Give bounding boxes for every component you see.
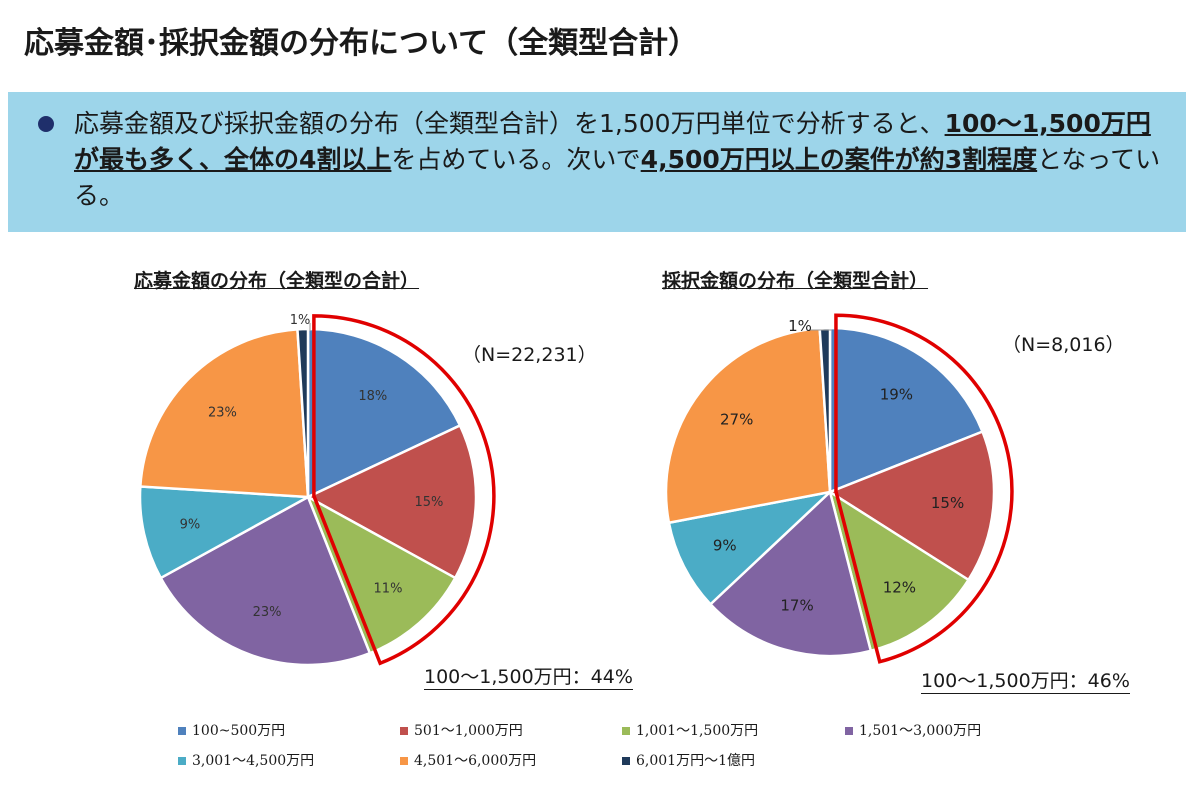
legend-item: 501～1,000万円 — [400, 720, 523, 740]
legend-item: 100~500万円 — [178, 720, 285, 740]
slice-label: 15% — [931, 494, 964, 512]
chart-title-applications: 応募金額の分布（全類型の合計） — [134, 270, 420, 292]
bullet-icon — [38, 116, 54, 132]
highlight-annotation-adoptions: 100～1,500万円：46% — [921, 666, 1130, 694]
pie-slice — [306, 327, 462, 499]
chart-title-adoptions: 採択金額の分布（全類型合計） — [662, 270, 929, 292]
legend-item: 3,001～4,500万円 — [178, 750, 314, 770]
n-label-adoptions: （N=8,016） — [1002, 334, 1125, 356]
legend-item: 1,001～1,500万円 — [622, 720, 758, 740]
summary-highlight: 100～1,500万円が最も多く、全体の4割以上 — [74, 109, 1151, 174]
slice-label: 18% — [358, 389, 387, 404]
summary-part: となっている。 — [74, 145, 1161, 210]
summary-box: 応募金額及び採択金額の分布（全類型合計）を1,500万円単位で分析すると、100… — [8, 92, 1186, 232]
legend-swatch — [622, 727, 630, 735]
slice-label: 19% — [880, 385, 913, 403]
slice-label: 15% — [414, 495, 443, 510]
page-title: 応募金額･採択金額の分布について（全類型合計） — [24, 26, 699, 61]
slice-label: 9% — [713, 537, 737, 555]
legend-item: 4,501～6,000万円 — [400, 750, 536, 770]
pie-slice — [138, 485, 313, 580]
slice-label: 23% — [208, 405, 237, 420]
pie-slice — [818, 326, 832, 493]
slice-label: 9% — [180, 517, 201, 532]
highlight-outline — [834, 313, 1014, 664]
slice-label: 11% — [374, 582, 403, 597]
legend-swatch — [400, 757, 408, 765]
pie-slice — [667, 489, 834, 607]
summary-text: 応募金額及び採択金額の分布（全類型合計）を1,500万円単位で分析すると、100… — [74, 106, 1164, 214]
legend-label: 501～1,000万円 — [414, 723, 523, 739]
legend-label: 6,001万円～1億円 — [636, 753, 755, 769]
pie-slice — [305, 423, 478, 580]
slice-label: 1% — [290, 313, 311, 328]
highlight-annotation-applications: 100～1,500万円：44% — [424, 662, 633, 690]
slice-label: 23% — [253, 605, 282, 620]
legend-item: 1,501～3,000万円 — [845, 720, 981, 740]
summary-part: を占めている。次いで — [391, 145, 641, 174]
legend-swatch — [622, 757, 630, 765]
pie-slice — [296, 327, 310, 498]
slice-label: 17% — [780, 596, 813, 614]
slice-label: 27% — [720, 411, 753, 429]
pie-slice — [664, 326, 832, 525]
pie-slice — [827, 430, 996, 582]
pie-slice — [708, 489, 873, 658]
legend-label: 1,501～3,000万円 — [859, 723, 982, 739]
legend-label: 100~500万円 — [192, 723, 286, 739]
legend-swatch — [178, 727, 186, 735]
slice-label: 1% — [788, 317, 812, 335]
pie-slice — [828, 326, 985, 494]
legend-label: 1,001～1,500万円 — [636, 723, 759, 739]
n-label-applications: （N=22,231） — [462, 344, 597, 366]
legend-swatch — [400, 727, 408, 735]
pie-slice — [159, 495, 372, 667]
pie-slice — [139, 328, 310, 499]
legend-item: 6,001万円～1億円 — [622, 750, 755, 770]
legend-swatch — [178, 757, 186, 765]
summary-part: 応募金額及び採択金額の分布（全類型合計）を1,500万円単位で分析すると、 — [74, 109, 945, 138]
legend-label: 3,001～4,500万円 — [192, 753, 315, 769]
legend-label: 4,501～6,000万円 — [414, 753, 537, 769]
highlight-outline — [312, 314, 496, 666]
legend-swatch — [845, 727, 853, 735]
slice-label: 12% — [883, 579, 916, 597]
summary-highlight: 4,500万円以上の案件が約3割程度 — [640, 145, 1038, 174]
